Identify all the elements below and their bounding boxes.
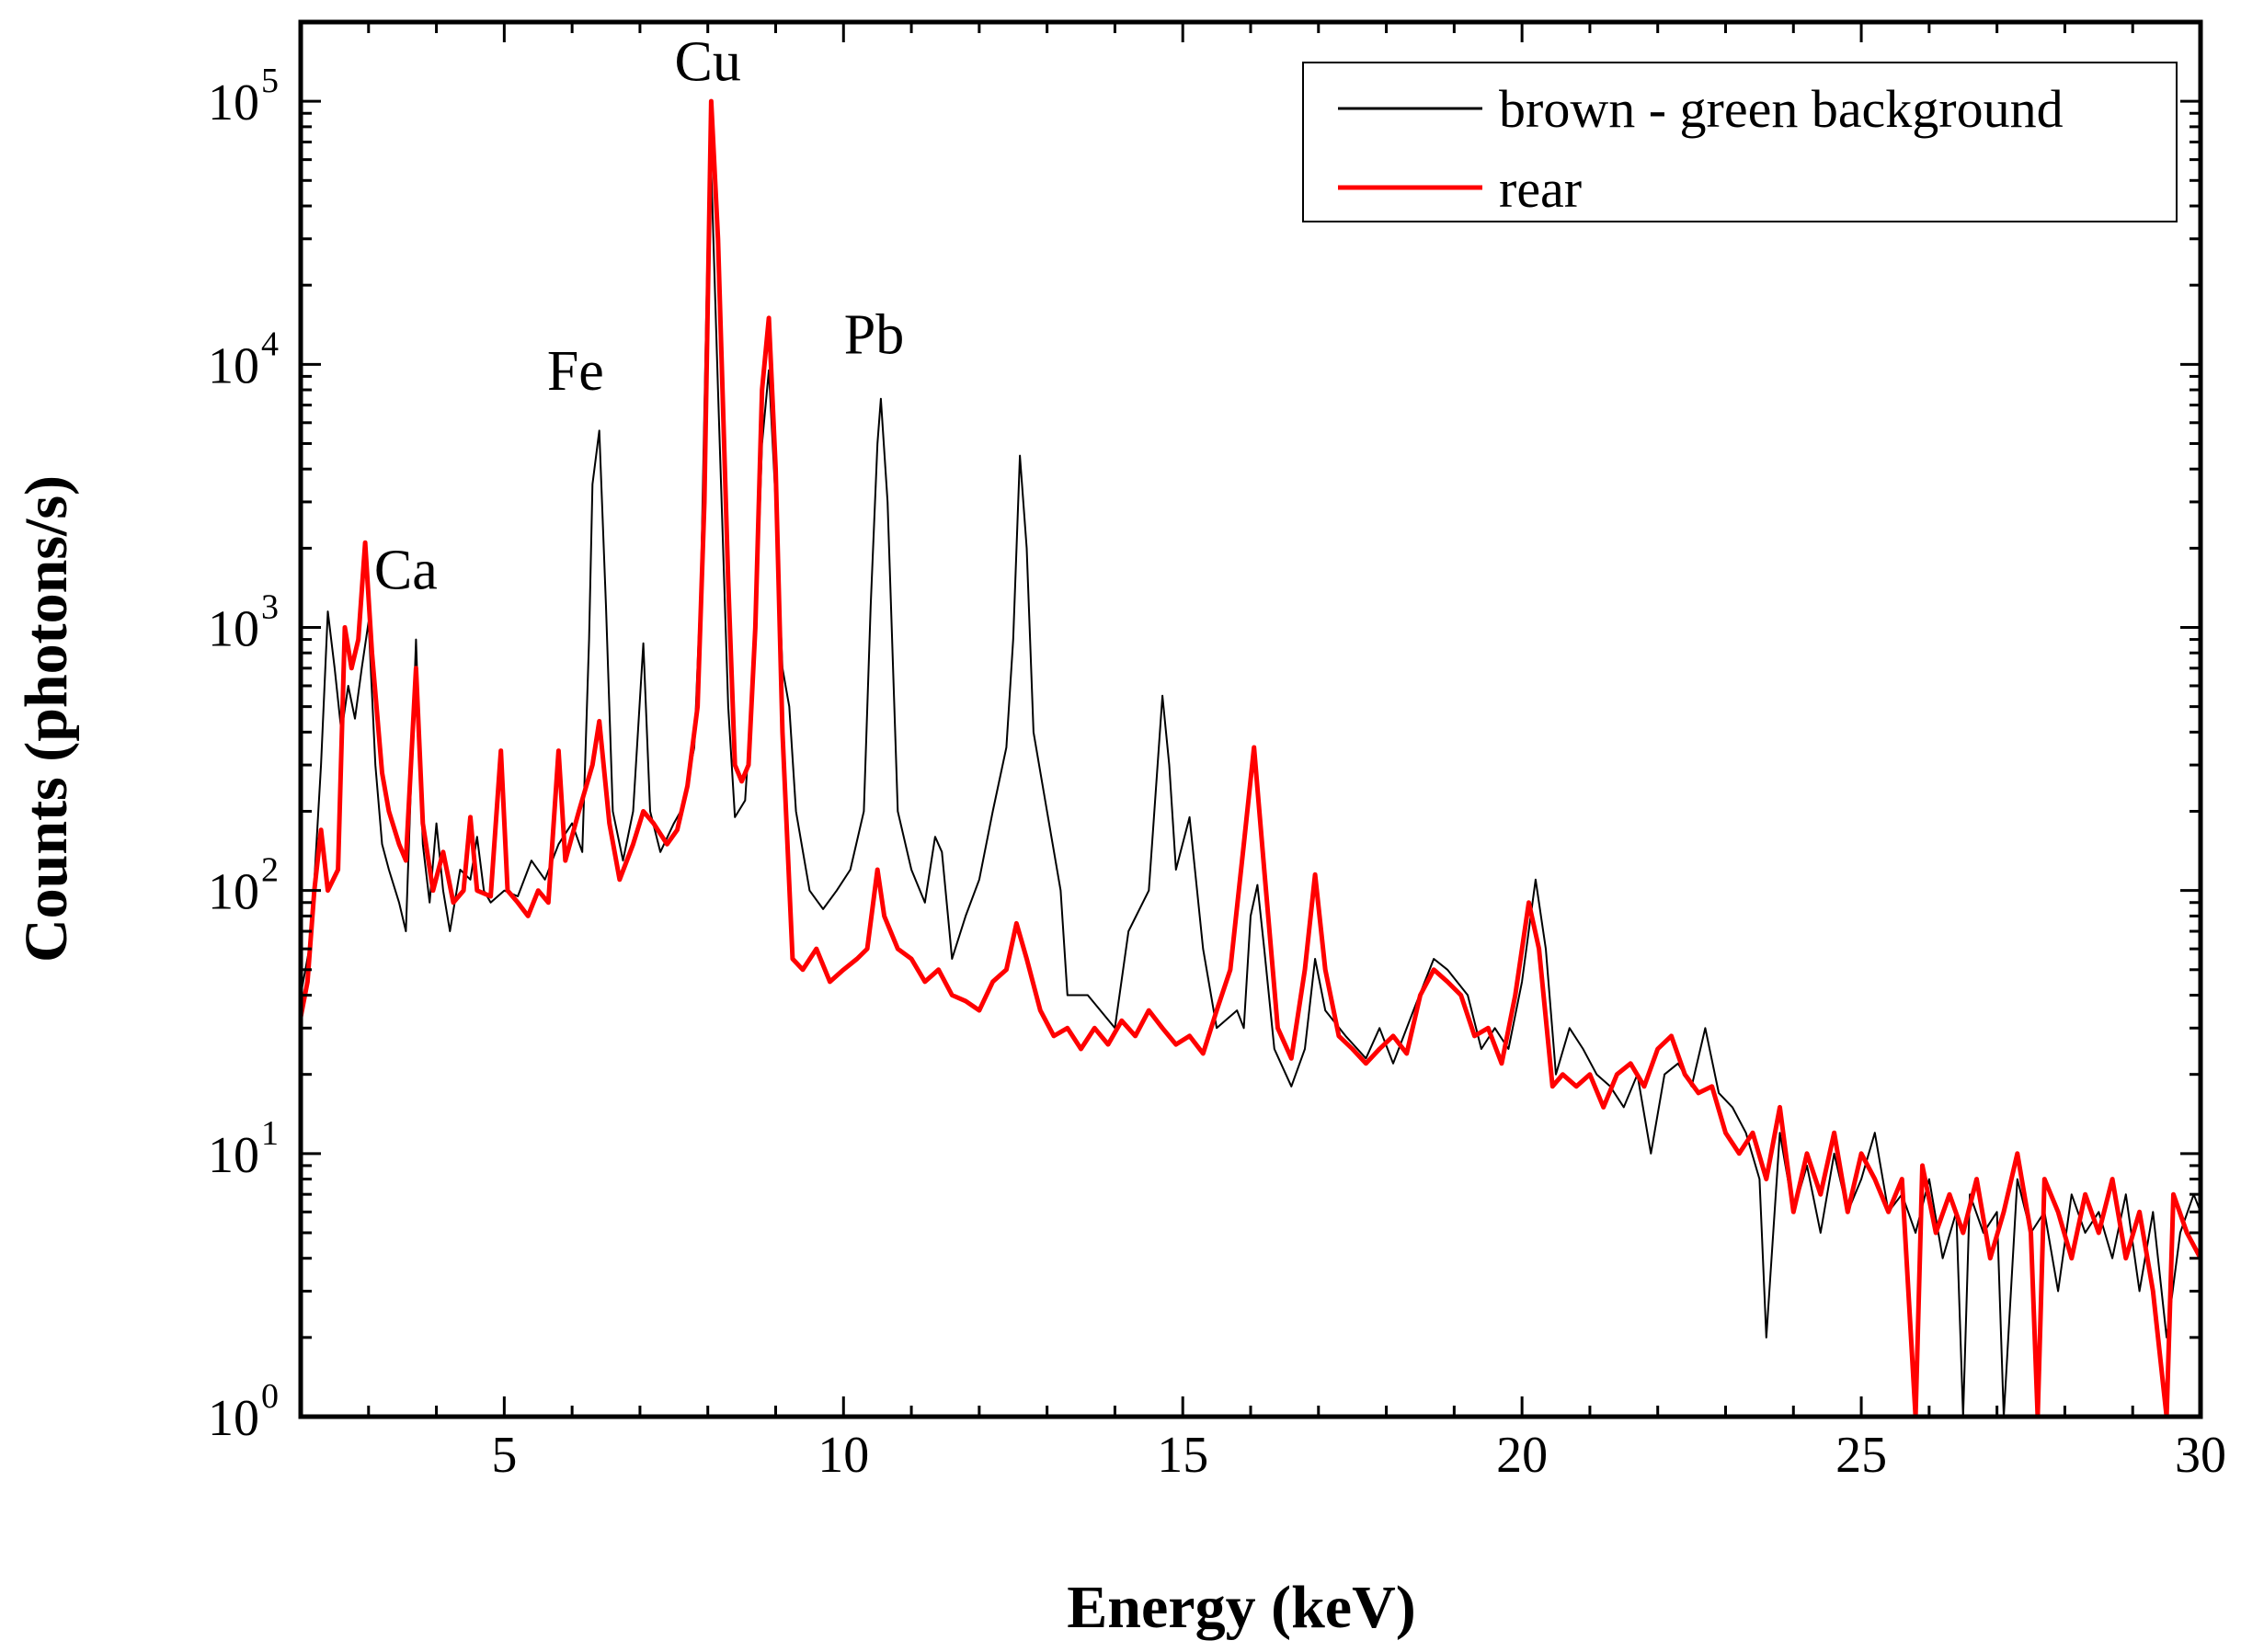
y-tick-exponent: 5 — [261, 62, 279, 100]
series-layer — [298, 98, 2203, 1419]
y-tick-label: 10 — [208, 74, 259, 131]
peak-label-ca: Ca — [374, 540, 438, 602]
series-line-rear — [298, 98, 2203, 1419]
x-tick-label: 10 — [818, 1427, 869, 1484]
peak-label-pb: Pb — [844, 303, 904, 366]
y-tick-label: 10 — [208, 1390, 259, 1447]
legend-box — [1302, 62, 2178, 222]
tick-layer — [301, 20, 2201, 1417]
legend-label-brown-green: brown - green background — [1499, 79, 2064, 139]
y-tick-label: 10 — [208, 600, 259, 657]
y-tick-exponent: 1 — [261, 1114, 279, 1153]
y-tick-label: 10 — [208, 337, 259, 394]
x-tick-label: 30 — [2175, 1427, 2226, 1484]
y-axis-title: Counts (photons/s) — [13, 475, 80, 963]
peak-label-fe: Fe — [547, 340, 604, 403]
peak-label-cu: Cu — [675, 30, 741, 93]
legend-label-rear: rear — [1499, 159, 1582, 219]
x-tick-label: 15 — [1157, 1427, 1208, 1484]
x-axis-title: Energy (keV) — [1067, 1574, 1415, 1641]
y-tick-exponent: 3 — [261, 587, 279, 626]
y-tick-label: 10 — [208, 864, 259, 921]
x-tick-label: 20 — [1496, 1427, 1548, 1484]
y-tick-exponent: 2 — [261, 851, 279, 890]
x-tick-label: 5 — [491, 1427, 517, 1484]
y-tick-label: 10 — [208, 1127, 259, 1184]
x-tick-label: 25 — [1835, 1427, 1887, 1484]
legend: brown - green background rear — [1302, 62, 2178, 222]
y-tick-exponent: 4 — [261, 325, 279, 363]
y-tick-exponent: 0 — [261, 1377, 279, 1416]
